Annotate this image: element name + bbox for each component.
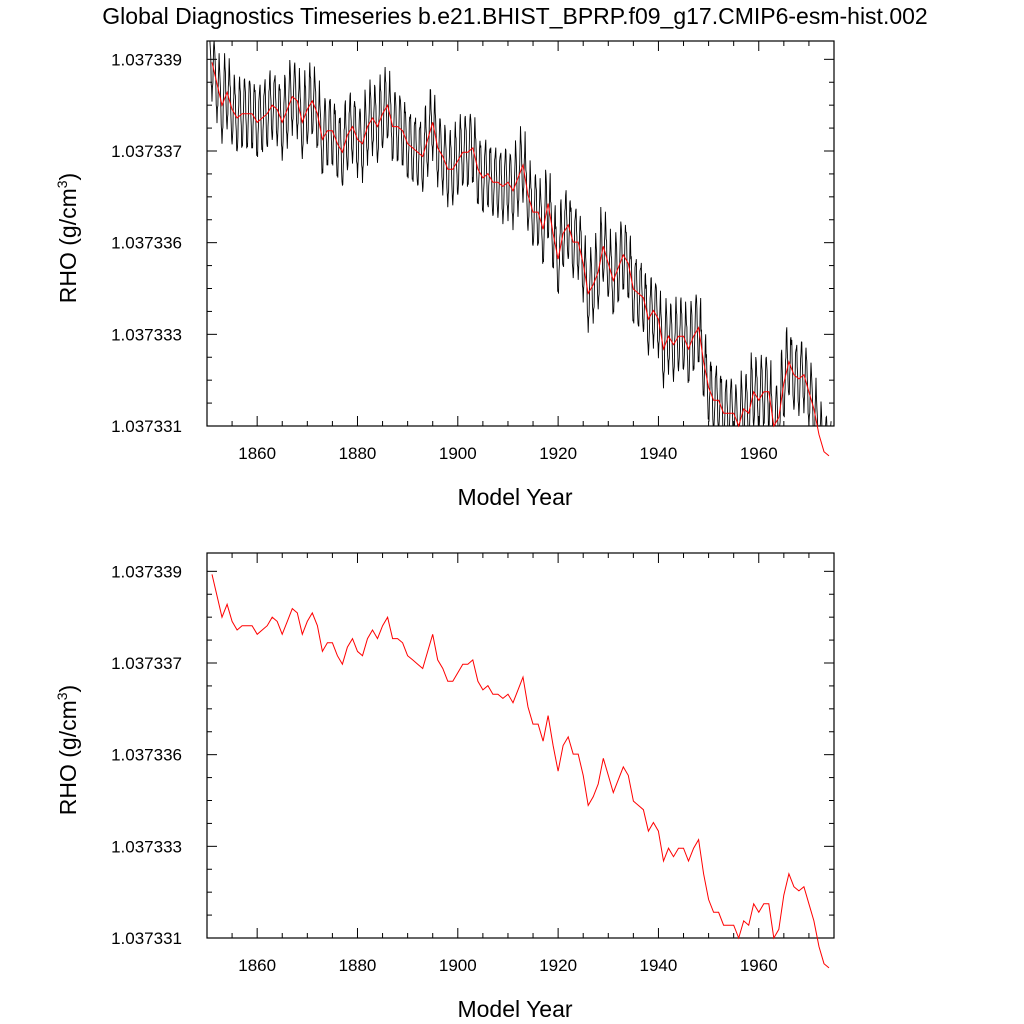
bottom-x-tick-label: 1960 <box>740 956 778 975</box>
top-y-tick-label: 1.037336 <box>111 234 182 253</box>
top-plot-frame <box>206 40 835 427</box>
top-x-tick-label: 1900 <box>439 444 477 463</box>
top-x-axis-label: Model Year <box>457 484 572 510</box>
top-y-tick-label: 1.037331 <box>111 417 182 436</box>
top-y-axis-label-main: RHO (g/cm <box>55 188 81 303</box>
bottom-y-tick-label: 1.037336 <box>111 746 182 765</box>
bottom-x-tick-label: 1860 <box>238 956 276 975</box>
top-annual-series-line <box>211 62 830 457</box>
bottom-y-axis-label-main: RHO (g/cm <box>55 700 81 815</box>
bottom-plot-frame <box>206 552 835 939</box>
top-y-axis-label-sup: 3 <box>54 180 70 188</box>
bottom-y-axis-label: RHO (g/cm3) <box>54 685 81 815</box>
bottom-x-tick-label: 1920 <box>539 956 577 975</box>
bottom-x-axis-label: Model Year <box>457 996 572 1022</box>
top-x-tick-label: 1920 <box>539 444 577 463</box>
top-y-axis-label: RHO (g/cm3) <box>54 173 81 303</box>
bottom-annual-series-line <box>211 574 830 969</box>
bottom-y-tick-label: 1.037333 <box>111 837 182 856</box>
chart-title: Global Diagnostics Timeseries b.e21.BHIS… <box>102 3 927 29</box>
top-x-tick-label: 1940 <box>640 444 678 463</box>
top-panel: 1860 1880 1900 1920 1940 1960 1.037331 1.037333… <box>54 40 835 510</box>
top-x-tick-label: 1860 <box>238 444 276 463</box>
bottom-x-tick-label: 1880 <box>339 956 377 975</box>
top-y-tick-label: 1.037337 <box>111 142 182 161</box>
top-x-tick-label: 1960 <box>740 444 778 463</box>
top-x-tick-label: 1880 <box>339 444 377 463</box>
bottom-axis-ticks: 1860 1880 1900 1920 1940 1960 1.037331 1.037333… <box>111 553 835 975</box>
top-monthly-series-line <box>209 40 832 427</box>
bottom-series-group <box>211 574 830 969</box>
bottom-y-axis-label-close: ) <box>55 685 81 693</box>
top-y-tick-label: 1.037339 <box>111 50 182 69</box>
top-y-tick-label: 1.037333 <box>111 325 182 344</box>
bottom-y-tick-label: 1.037337 <box>111 654 182 673</box>
top-y-axis-label-close: ) <box>55 173 81 181</box>
top-axis-ticks: 1860 1880 1900 1920 1940 1960 1.037331 1.037333… <box>111 41 835 463</box>
bottom-x-tick-label: 1940 <box>640 956 678 975</box>
bottom-y-tick-label: 1.037331 <box>111 929 182 948</box>
bottom-panel: 1860 1880 1900 1920 1940 1960 1.037331 1.037333… <box>54 552 835 1022</box>
bottom-y-axis-label-sup: 3 <box>54 692 70 700</box>
top-series-group <box>209 40 832 457</box>
bottom-x-tick-label: 1900 <box>439 956 477 975</box>
bottom-y-tick-label: 1.037339 <box>111 562 182 581</box>
